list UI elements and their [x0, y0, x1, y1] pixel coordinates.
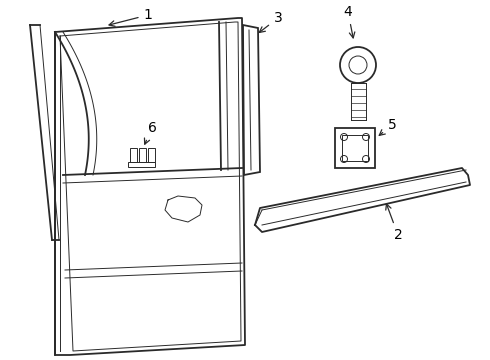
Bar — [335, 128, 375, 168]
Text: 1: 1 — [109, 8, 152, 26]
Bar — [130, 148, 137, 162]
Bar — [342, 135, 368, 161]
Bar — [139, 148, 146, 162]
Text: 5: 5 — [379, 118, 396, 135]
Bar — [148, 148, 155, 162]
Bar — [128, 162, 155, 167]
Text: 6: 6 — [145, 121, 156, 144]
Text: 4: 4 — [343, 5, 355, 38]
Text: 3: 3 — [259, 11, 282, 32]
Text: 2: 2 — [386, 204, 402, 242]
